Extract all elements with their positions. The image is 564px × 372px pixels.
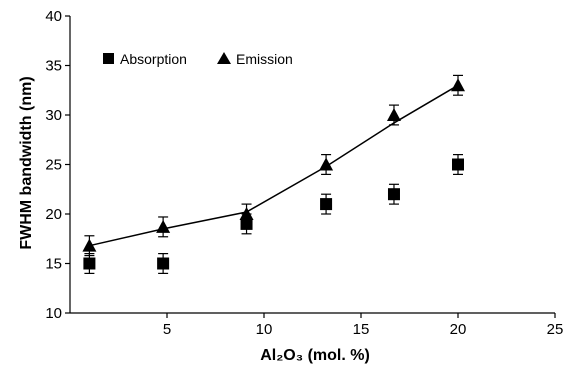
y-tick-label: 10 (45, 305, 62, 322)
absorption-marker (387, 188, 400, 201)
emission-marker (82, 238, 97, 252)
y-tick-label: 15 (45, 256, 62, 273)
absorption-point (83, 253, 96, 274)
ticks: 10 15 20 25 30 35 40 5 10 15 20 25 (45, 8, 563, 338)
emission-point (82, 235, 97, 257)
emission-point (239, 203, 254, 225)
data-marks (82, 74, 465, 274)
emission-point (156, 216, 171, 238)
emission-fit-line (89, 84, 459, 247)
x-axis-title: Al₂O₃ (mol. %) (260, 347, 370, 364)
y-tick-label: 20 (45, 206, 62, 223)
emission-point (386, 104, 401, 126)
y-tick-label: 35 (45, 58, 62, 75)
emission-point (319, 154, 334, 175)
absorption-marker (320, 198, 333, 211)
x-tick-label: 20 (450, 321, 467, 338)
legend-emission-icon (217, 52, 231, 64)
x-tick-label: 10 (256, 321, 273, 338)
legend-emission-label: Emission (236, 51, 293, 67)
absorption-marker (83, 257, 96, 270)
emission-marker (451, 78, 465, 92)
emission-point (451, 74, 465, 96)
y-axis-title: FWHM bandwidth (nm) (18, 76, 35, 249)
emission-marker (386, 108, 401, 121)
emission-marker (156, 219, 171, 233)
absorption-point (320, 193, 333, 215)
absorption-point (452, 154, 464, 175)
fit-line-group (89, 84, 459, 247)
absorption-point (157, 253, 170, 274)
emission-marker (239, 207, 254, 220)
emission-marker (319, 157, 334, 171)
absorption-marker (452, 158, 464, 171)
absorption-point (387, 183, 400, 205)
x-tick-label: 25 (547, 321, 564, 338)
legend-absorption-icon (103, 53, 114, 64)
y-tick-label: 40 (45, 8, 62, 25)
x-tick-label: 5 (163, 321, 171, 338)
legend-absorption-label: Absorption (120, 51, 187, 67)
absorption-marker (157, 257, 170, 270)
y-tick-label: 25 (45, 157, 62, 174)
legend: Absorption Emission (103, 51, 293, 67)
x-tick-label: 15 (353, 321, 370, 338)
y-tick-label: 30 (45, 107, 62, 124)
